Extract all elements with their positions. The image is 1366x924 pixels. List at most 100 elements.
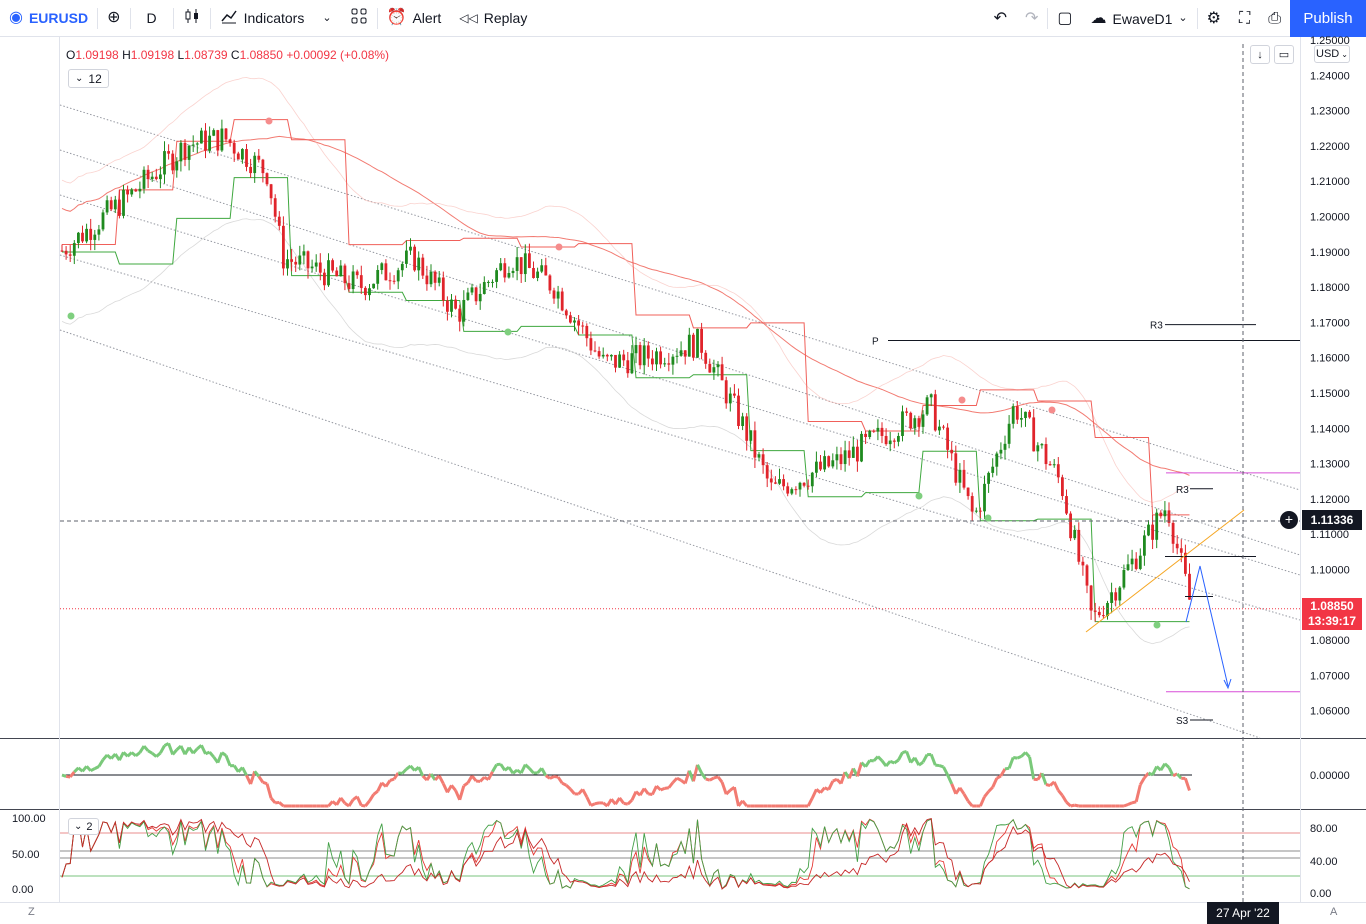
maximize-button[interactable]: ⛶: [1230, 0, 1259, 37]
candle: [556, 285, 560, 309]
symbol-search[interactable]: ◉ EURUSD: [0, 0, 97, 37]
chart-type-button[interactable]: [174, 0, 210, 37]
candle: [376, 265, 380, 290]
candle: [138, 181, 142, 199]
candle: [306, 250, 310, 279]
candlestick-series: [60, 119, 1191, 622]
publish-button[interactable]: Publish: [1290, 0, 1366, 37]
scroll-down-button[interactable]: ↓: [1250, 45, 1270, 64]
candle-body: [1024, 411, 1027, 419]
indicators-collapse-button[interactable]: ⌄ 12: [68, 69, 109, 88]
candle-body: [692, 334, 695, 358]
time-axis-bar[interactable]: [0, 902, 1366, 924]
interval-button[interactable]: D: [131, 0, 173, 37]
macd-segment: [1065, 801, 1072, 808]
candle: [614, 354, 617, 373]
candle: [351, 265, 355, 294]
candle: [195, 142, 199, 153]
macd-segment: [409, 764, 416, 772]
candle-body: [532, 267, 535, 278]
candle-body: [827, 456, 831, 467]
price-axis-label: 1.20000: [1310, 212, 1350, 224]
candle: [638, 341, 642, 370]
alert-button[interactable]: ⏰ Alert: [378, 0, 451, 37]
candle: [380, 262, 384, 275]
price-axis-label: 1.24000: [1310, 70, 1350, 82]
trend-channel-line: [59, 194, 1301, 576]
redo-button[interactable]: ↷: [1016, 0, 1047, 37]
candle: [1134, 552, 1138, 571]
candle-body: [298, 255, 302, 265]
candle-body: [1089, 585, 1093, 611]
macd-segment: [155, 751, 162, 758]
candle: [216, 129, 220, 157]
layout-menu-button[interactable]: ☁ EwaveD1 ⌄: [1082, 0, 1197, 37]
chevron-down-icon: ⌄: [74, 820, 83, 832]
compare-button[interactable]: ⊕: [98, 0, 129, 37]
macd-segment: [815, 788, 822, 794]
candle-body: [876, 427, 880, 432]
add-alert-plus-icon[interactable]: +: [1280, 511, 1298, 529]
candle: [396, 267, 400, 290]
candle-body: [741, 416, 744, 426]
candle: [974, 507, 978, 514]
candle: [191, 135, 195, 152]
candle: [97, 224, 101, 241]
oscillator-pane: [60, 818, 1300, 890]
candle-body: [847, 450, 851, 458]
candle-body: [146, 169, 150, 180]
macd-segment: [1040, 772, 1048, 786]
settings-button[interactable]: ⚙: [1198, 0, 1230, 37]
candle-body: [769, 478, 773, 483]
candle-body: [290, 259, 293, 262]
candle-body: [294, 261, 298, 265]
chevron-down-icon: ⌄: [1341, 49, 1348, 59]
candle: [983, 475, 986, 520]
candle: [909, 411, 913, 431]
close-value: 1.08850: [239, 48, 283, 62]
snapshot-button[interactable]: ⎙: [1259, 0, 1290, 37]
candle-body: [1097, 611, 1101, 616]
candle: [495, 267, 498, 289]
candle-body: [749, 430, 753, 441]
candle-body: [154, 176, 158, 180]
macd-segment: [700, 772, 707, 780]
macd-segment: [996, 774, 1002, 780]
candle-body: [163, 151, 166, 175]
zoom-reset-button[interactable]: Z: [28, 906, 35, 918]
macd-segment: [938, 764, 944, 769]
undo-button[interactable]: ↶: [985, 0, 1016, 37]
macd-segment: [458, 785, 466, 801]
candle: [421, 253, 425, 279]
candle-body: [159, 174, 162, 180]
replay-button[interactable]: ◁◁ Replay: [450, 0, 536, 37]
candle-body: [622, 354, 626, 361]
signal-dot: [504, 328, 512, 336]
candle: [528, 243, 531, 269]
maximize-pane-button[interactable]: ▭: [1274, 45, 1294, 64]
candle: [970, 492, 974, 521]
pane-indicators-collapse-button[interactable]: ⌄ 2: [68, 818, 99, 835]
candle: [507, 266, 511, 279]
candle: [437, 271, 441, 287]
macd-segment: [1024, 751, 1031, 758]
low-value: 1.08739: [184, 48, 228, 62]
templates-button[interactable]: [341, 0, 377, 37]
auto-scale-button[interactable]: A: [1330, 906, 1338, 918]
candle-body: [487, 281, 490, 283]
currency-selector[interactable]: USD ⌄: [1314, 45, 1350, 63]
indicators-button[interactable]: Indicators ⌄: [211, 0, 341, 37]
price-axis-label: 1.22000: [1310, 141, 1350, 153]
pivot-p-label: P: [872, 337, 879, 348]
projection-arrow-line: [1185, 565, 1229, 687]
candle-body: [925, 397, 929, 415]
candle: [831, 453, 835, 469]
candle-body: [1171, 522, 1175, 544]
macd-segment: [1123, 803, 1129, 808]
candle-body: [1122, 570, 1126, 588]
fullscreen-toggle-button[interactable]: ▢: [1048, 0, 1081, 37]
candle: [1167, 502, 1171, 527]
macd-segment: [1183, 777, 1191, 791]
price-axis-label: 1.14000: [1310, 423, 1350, 435]
